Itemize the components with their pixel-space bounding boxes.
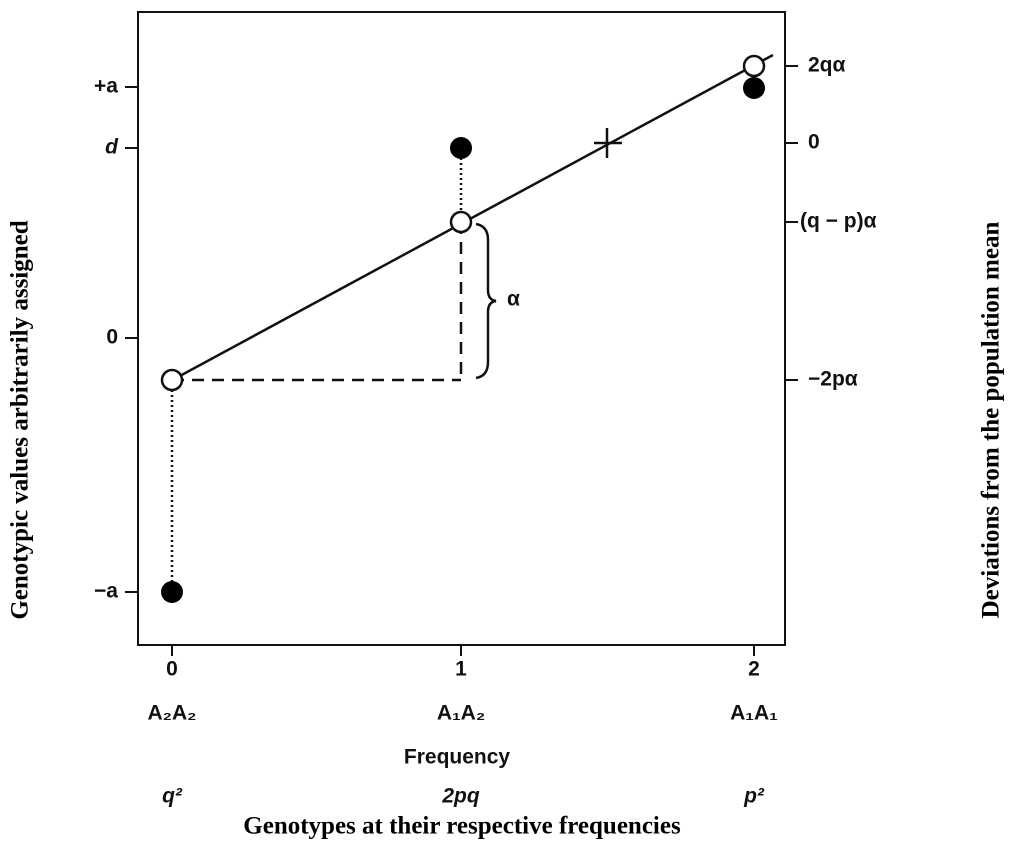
genotype-label: A₂A₂ <box>148 702 197 725</box>
right-tick-label: 0 <box>808 131 820 154</box>
frequency-label: Frequency <box>404 746 511 769</box>
left-tick-label: d <box>105 136 119 159</box>
right-title: Deviations from the population mean <box>978 222 1005 619</box>
brace <box>475 222 497 380</box>
genotype-label: A₁A₁ <box>730 702 778 725</box>
left-tick-label: 0 <box>106 326 118 349</box>
right-tick-label: −2pα <box>808 368 858 391</box>
left-tick-label: +a <box>94 75 118 98</box>
right-tick-label: (q − p)α <box>800 210 877 233</box>
frequency-value: 2pq <box>441 785 480 808</box>
frequency-value: q² <box>162 785 183 808</box>
genotype-label: A₁A₂ <box>437 702 485 725</box>
x-tick-label: 0 <box>166 658 178 681</box>
points <box>160 54 766 603</box>
left-tick-label: −a <box>94 580 118 603</box>
frequency-value: p² <box>743 785 765 808</box>
alpha-label: α <box>507 288 520 311</box>
right-tick-label: 2qα <box>808 54 846 77</box>
tick-marks <box>125 65 798 656</box>
x-tick-label: 1 <box>455 658 467 681</box>
bottom-title: Genotypes at their respective frequencie… <box>243 813 681 840</box>
left-title: Genotypic values arbitrarily assigned <box>7 220 34 619</box>
population-mean-cross <box>594 128 622 158</box>
x-tick-label: 2 <box>748 658 760 681</box>
